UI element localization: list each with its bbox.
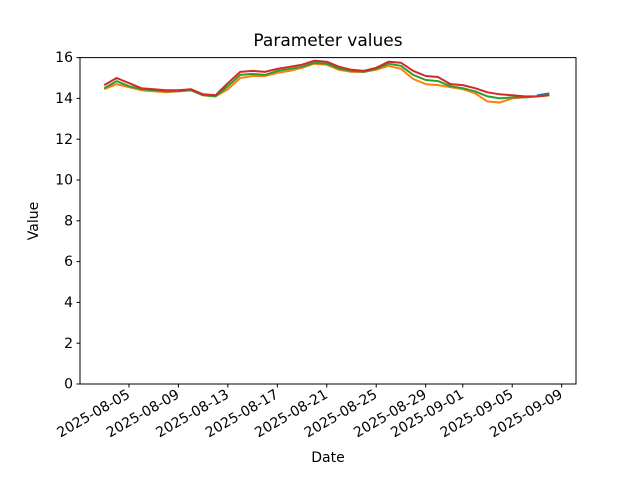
y-axis-label: Value xyxy=(26,202,42,240)
x-axis-label: Date xyxy=(311,450,344,466)
axes-frame xyxy=(79,57,577,385)
y-tick-label: 4 xyxy=(64,295,73,311)
y-tick-label: 16 xyxy=(55,50,73,66)
chart-title: Parameter values xyxy=(253,31,402,51)
series-line-red xyxy=(103,59,550,98)
series-line-green xyxy=(103,61,550,100)
y-tick-label: 0 xyxy=(64,377,73,393)
y-tick-label: 8 xyxy=(64,213,73,229)
series-line-blue xyxy=(536,92,550,97)
y-tick-label: 10 xyxy=(55,173,73,189)
plot-area: 02468101214162025-08-052025-08-092025-08… xyxy=(54,50,577,441)
series-line-orange xyxy=(103,62,550,104)
y-tick-label: 12 xyxy=(55,132,73,148)
y-tick-label: 6 xyxy=(64,254,73,270)
y-tick-label: 14 xyxy=(55,91,73,107)
y-tick-label: 2 xyxy=(64,336,73,352)
